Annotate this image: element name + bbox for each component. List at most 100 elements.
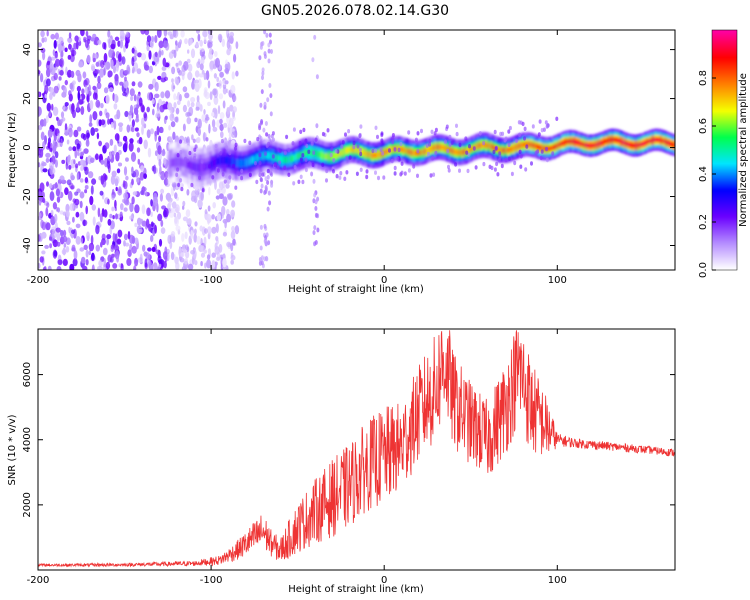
noise-blob — [226, 213, 232, 223]
noise-blob — [99, 190, 104, 196]
noise-blob — [43, 265, 47, 270]
noise-blob — [222, 100, 226, 109]
noise-blob — [190, 250, 196, 255]
noise-blob — [39, 182, 45, 192]
colorbar-step — [712, 190, 737, 193]
noise-blob — [65, 66, 68, 76]
noise-blob — [153, 164, 157, 175]
noise-blob — [518, 132, 522, 137]
noise-blob — [82, 265, 88, 270]
colorbar-step — [712, 38, 737, 41]
noise-blob — [136, 177, 140, 183]
noise-blob — [40, 148, 44, 158]
noise-blob — [56, 266, 62, 270]
noise-blob — [258, 55, 262, 61]
noise-blob — [80, 106, 85, 115]
noise-blob — [76, 102, 80, 112]
noise-blob — [263, 190, 267, 196]
noise-blob — [73, 129, 79, 138]
noise-blob — [116, 109, 121, 120]
noise-blob — [73, 250, 78, 260]
noise-blob — [215, 223, 219, 234]
noise-blob — [95, 99, 101, 108]
noise-blob — [218, 80, 222, 89]
noise-blob — [229, 37, 234, 45]
noise-blob — [140, 53, 147, 61]
noise-blob — [260, 89, 264, 95]
noise-blob — [54, 151, 59, 159]
noise-blob — [312, 178, 316, 184]
noise-blob — [399, 141, 403, 147]
noise-blob — [266, 180, 270, 185]
noise-blob — [70, 49, 77, 57]
noise-blob — [167, 234, 172, 244]
noise-blob — [53, 39, 57, 49]
noise-blob — [164, 171, 169, 179]
colorbar-step — [712, 134, 737, 137]
noise-blob — [365, 169, 369, 174]
noise-blob — [211, 214, 215, 220]
noise-blob — [82, 219, 86, 227]
noise-blob — [133, 169, 139, 178]
noise-blob — [211, 226, 217, 234]
noise-blob — [263, 30, 267, 35]
noise-blob — [358, 147, 362, 153]
noise-blob — [416, 131, 420, 136]
noise-blob — [173, 49, 177, 59]
noise-blob — [90, 37, 95, 42]
noise-blob — [54, 213, 58, 223]
noise-blob — [276, 165, 280, 170]
noise-blob — [77, 71, 81, 78]
noise-blob — [230, 252, 234, 258]
noise-blob — [454, 162, 458, 167]
noise-blob — [321, 162, 325, 167]
noise-blob — [154, 81, 159, 92]
noise-blob — [98, 259, 103, 267]
noise-blob — [156, 152, 162, 162]
colorbar-step — [712, 146, 737, 149]
noise-blob — [344, 132, 347, 137]
noise-blob — [230, 84, 236, 94]
noise-blob — [230, 209, 236, 218]
noise-blob — [68, 32, 72, 39]
colorbar-step — [712, 160, 737, 163]
noise-blob — [68, 226, 71, 234]
noise-blob — [154, 35, 158, 43]
noise-blob — [179, 139, 182, 144]
colorbar-step — [712, 80, 737, 83]
noise-blob — [125, 31, 130, 38]
noise-blob — [428, 138, 432, 143]
colorbar-step — [712, 62, 737, 65]
noise-blob — [157, 213, 163, 222]
noise-blob — [407, 130, 411, 135]
colorbar-step — [712, 242, 737, 245]
noise-blob — [158, 263, 162, 268]
noise-blob — [271, 137, 275, 142]
noise-blob — [107, 118, 110, 125]
noise-blob — [259, 188, 263, 194]
spectrogram-frame — [37, 29, 676, 271]
noise-blob — [59, 69, 64, 76]
noise-blob — [221, 172, 225, 177]
noise-blob — [79, 247, 85, 252]
noise-blob — [38, 234, 41, 242]
noise-blob — [182, 104, 187, 113]
colorbar-tick-label: 0.4 — [698, 166, 709, 182]
noise-blob — [256, 136, 260, 142]
colorbar-step — [712, 84, 737, 87]
noise-blob — [209, 47, 213, 55]
colorbar-step — [712, 110, 737, 113]
noise-blob — [62, 258, 68, 266]
noise-blob — [52, 106, 59, 117]
colorbar-ticks: 0.0 0.2 0.4 0.6 0.8 — [698, 70, 716, 278]
noise-blob — [348, 155, 352, 160]
noise-blob — [60, 50, 64, 58]
noise-blob — [40, 30, 45, 38]
noise-blob — [199, 39, 203, 47]
colorbar-step — [712, 74, 737, 77]
noise-blob — [123, 79, 129, 89]
noise-blob — [67, 73, 72, 78]
noise-blob — [259, 44, 263, 50]
noise-blob — [60, 229, 64, 237]
noise-blob — [103, 209, 108, 218]
